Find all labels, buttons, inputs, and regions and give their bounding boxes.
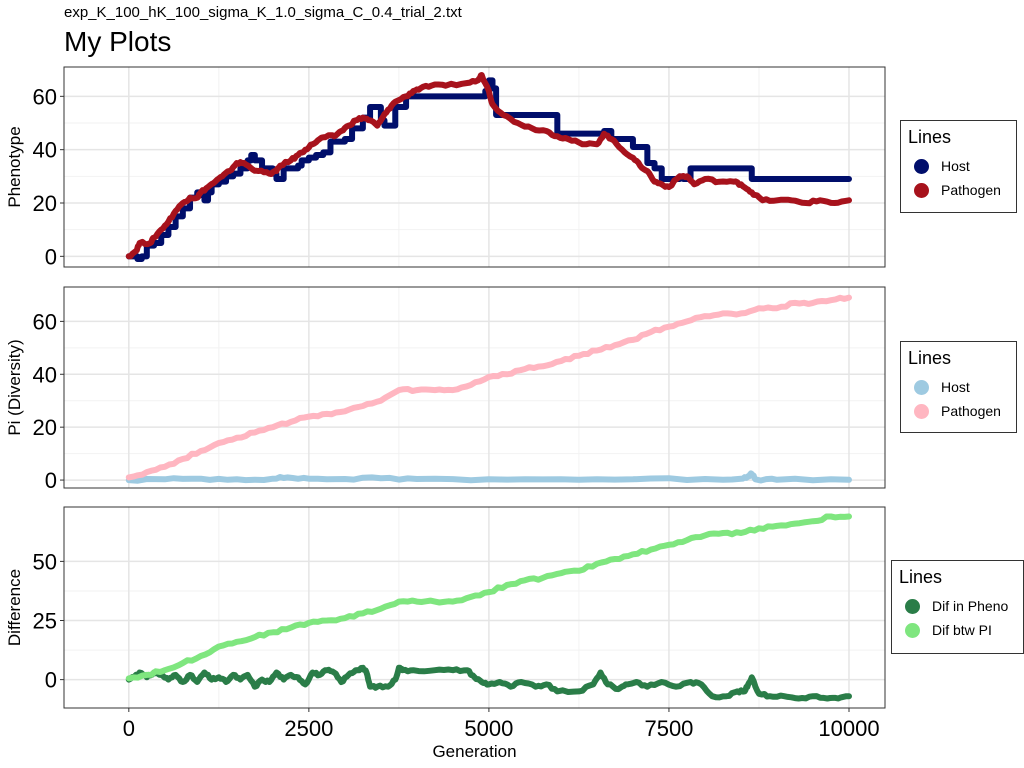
x-tick-label: 10000 — [818, 716, 879, 741]
legend-title: Lines — [899, 567, 943, 587]
legend-swatch — [914, 182, 929, 198]
chart-title: My Plots — [64, 26, 172, 57]
legend-label: Host — [941, 379, 970, 395]
x-tick-label: 7500 — [644, 716, 693, 741]
legend-swatch — [914, 379, 929, 395]
x-tick-label: 0 — [123, 716, 135, 741]
x-tick-label: 2500 — [284, 716, 333, 741]
legend-panel-1: Lines Host Pathogen — [900, 120, 1017, 213]
y-tick-label: 25 — [33, 609, 57, 634]
y-axis-label: Pi (Diversity) — [5, 339, 24, 435]
legend-swatch — [905, 622, 920, 638]
y-tick-label: 50 — [33, 549, 57, 574]
legend-item-pathogen: Pathogen — [908, 178, 1008, 202]
x-axis-label: Generation — [432, 742, 516, 761]
legend-item-dif-in-pheno: Dif in Pheno — [899, 594, 1015, 618]
x-tick-label: 5000 — [464, 716, 513, 741]
legend-panel-2: Lines Host Pathogen — [900, 341, 1017, 433]
series-line-dif-in-pheno — [125, 664, 852, 702]
y-tick-label: 20 — [33, 415, 57, 440]
legend-label: Dif btw PI — [932, 622, 992, 638]
y-tick-label: 0 — [45, 668, 57, 693]
y-axis-label: Difference — [5, 569, 24, 646]
series-line-pathogen — [125, 294, 852, 481]
legend-label: Dif in Pheno — [932, 598, 1009, 614]
legend-swatch — [914, 403, 929, 419]
legend-item-host: Host — [908, 375, 1008, 399]
y-tick-label: 20 — [33, 191, 57, 216]
y-tick-label: 40 — [33, 138, 57, 163]
y-tick-label: 40 — [33, 362, 57, 387]
y-tick-label: 60 — [33, 84, 57, 109]
legend-swatch — [914, 158, 929, 174]
legend-label: Pathogen — [941, 403, 1001, 419]
legend-item-host: Host — [908, 154, 1008, 178]
y-axis-label: Phenotype — [5, 126, 24, 207]
chart-subtitle: exp_K_100_hK_100_sigma_K_1.0_sigma_C_0.4… — [64, 4, 462, 21]
y-tick-label: 0 — [45, 244, 57, 269]
legend-label: Host — [941, 158, 970, 174]
series-line-host — [125, 470, 852, 484]
y-tick-label: 60 — [33, 309, 57, 334]
legend-title: Lines — [908, 127, 952, 147]
panel-border — [63, 66, 886, 268]
series-line-dif-btw-pi — [125, 513, 852, 682]
panel-border — [63, 506, 886, 709]
legend-item-pathogen: Pathogen — [908, 399, 1008, 423]
panel-border — [63, 286, 886, 489]
legend-swatch — [905, 598, 920, 614]
legend-label: Pathogen — [941, 182, 1001, 198]
legend-panel-3: Lines Dif in Pheno Dif btw PI — [891, 560, 1024, 654]
legend-item-dif-btw-pi: Dif btw PI — [899, 618, 1015, 642]
legend-title: Lines — [908, 348, 952, 368]
series-line-pathogen — [125, 72, 852, 260]
y-tick-label: 0 — [45, 468, 57, 493]
